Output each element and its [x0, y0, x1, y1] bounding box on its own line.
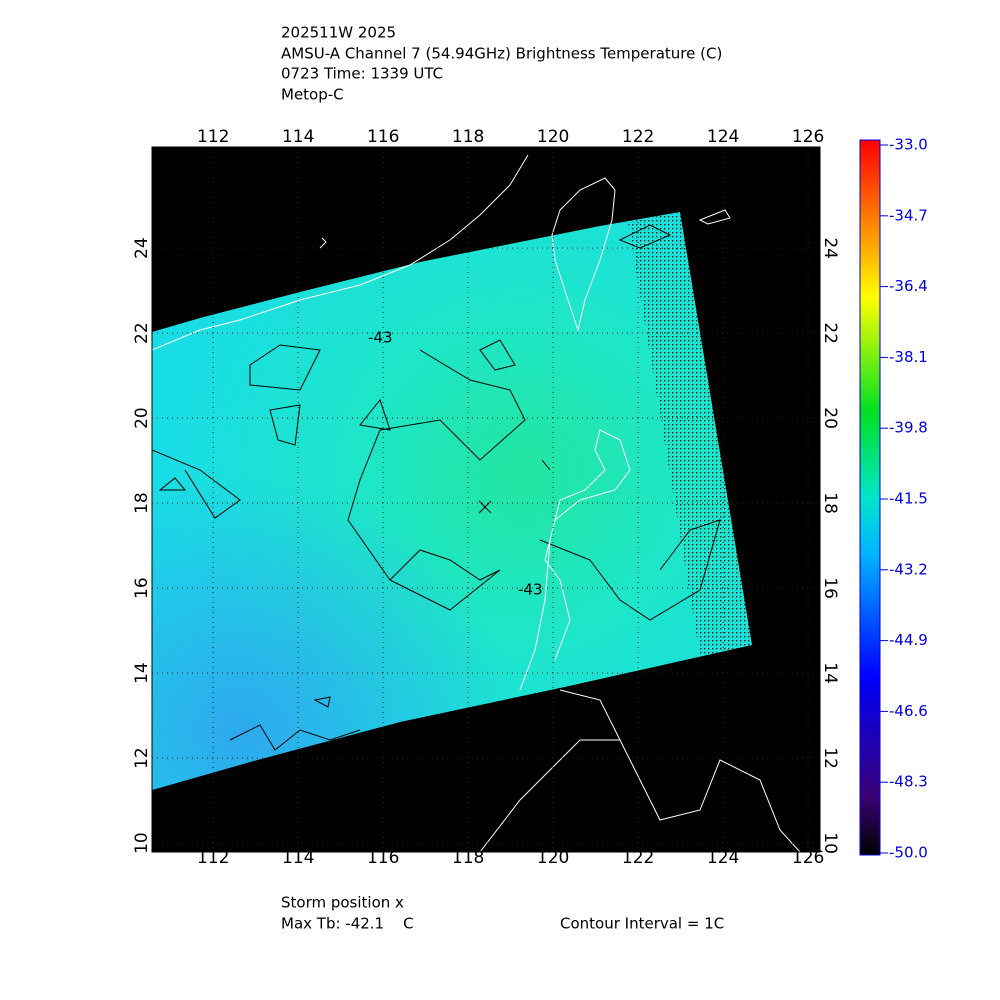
lon-tick-label: 114	[282, 127, 314, 147]
lon-tick-label: 126	[792, 127, 824, 147]
colorbar-tick-label: -39.8	[889, 419, 928, 437]
storm-note: Storm position x	[281, 894, 404, 912]
max-tb: Max Tb: -42.1 C	[281, 915, 414, 933]
lat-tick-label: 14	[820, 662, 840, 684]
colorbar	[859, 139, 881, 856]
contour-interval: Contour Interval = 1C	[560, 915, 724, 933]
lon-tick-label: 124	[707, 127, 739, 147]
lat-tick-label: 14	[132, 662, 152, 684]
lat-tick-label: 24	[132, 237, 152, 259]
contours	[152, 224, 721, 751]
storm-marker	[478, 500, 492, 514]
lat-tick-label: 22	[820, 322, 840, 344]
title-line: Metop-C	[281, 86, 344, 104]
colorbar-tick-label: -46.6	[889, 702, 928, 720]
colorbar-tick-label: -50.0	[889, 844, 928, 862]
lon-tick-label: 124	[707, 848, 739, 868]
axes: 112 112 114 114 116 116 118 118 120 120 122 122 124 1…	[132, 127, 840, 868]
colorbar-tick-label: -36.4	[889, 277, 928, 295]
colorbar-tick-label: -33.0	[889, 136, 928, 154]
lon-tick-label: 118	[452, 127, 484, 147]
lat-tick-label: 10	[132, 832, 152, 854]
lat-tick-label: 18	[820, 492, 840, 514]
lon-tick-label: 120	[537, 848, 569, 868]
lon-tick-label: 112	[197, 127, 229, 147]
lon-tick-label: 116	[367, 848, 399, 868]
colorbar-tick-label: -41.5	[889, 490, 928, 508]
lon-tick-label: 122	[622, 848, 654, 868]
lon-tick-label: 126	[792, 848, 824, 868]
lon-tick-label: 116	[367, 127, 399, 147]
lat-tick-label: 20	[820, 407, 840, 429]
colorbar-tick-label: -34.7	[889, 206, 928, 224]
map-frame	[151, 146, 821, 853]
lat-tick-label: 24	[820, 237, 840, 259]
title-line: AMSU-A Channel 7 (54.94GHz) Brightness T…	[281, 45, 722, 63]
title-line: 202511W 2025	[281, 24, 396, 42]
lat-tick-label: 16	[132, 577, 152, 599]
lat-tick-label: 18	[132, 492, 152, 514]
swath-shade	[152, 212, 752, 790]
colorbar-tick-label: -48.3	[889, 773, 928, 791]
colorbar-tick-label: -44.9	[889, 631, 928, 649]
lat-tick-label: 10	[820, 832, 840, 854]
contour-label: -43	[518, 581, 543, 599]
coastlines	[152, 154, 801, 852]
lat-tick-label: 12	[820, 747, 840, 769]
colorbar-tick-label: -38.1	[889, 348, 928, 366]
title-line: 0723 Time: 1339 UTC	[281, 65, 443, 83]
map-area: -43 -43	[152, 147, 820, 852]
lat-tick-label: 20	[132, 407, 152, 429]
lon-tick-label: 112	[197, 848, 229, 868]
lat-tick-label: 22	[132, 322, 152, 344]
lon-tick-label: 114	[282, 848, 314, 868]
lon-tick-label: 122	[622, 127, 654, 147]
contour-label: -43	[368, 329, 393, 347]
lon-tick-label: 118	[452, 848, 484, 868]
hatched-region	[628, 212, 752, 656]
colorbar-tick-label: -43.2	[889, 560, 928, 578]
lat-tick-label: 16	[820, 577, 840, 599]
lat-tick-label: 12	[132, 747, 152, 769]
header: 202511W 2025 AMSU-A Channel 7 (54.94GHz)…	[281, 24, 722, 104]
colorbar-ticks: -33.0 -34.7 -36.4 -38.1 -39.8 -41.5 -43.2 -44.9…	[880, 136, 928, 862]
lon-tick-label: 120	[537, 127, 569, 147]
